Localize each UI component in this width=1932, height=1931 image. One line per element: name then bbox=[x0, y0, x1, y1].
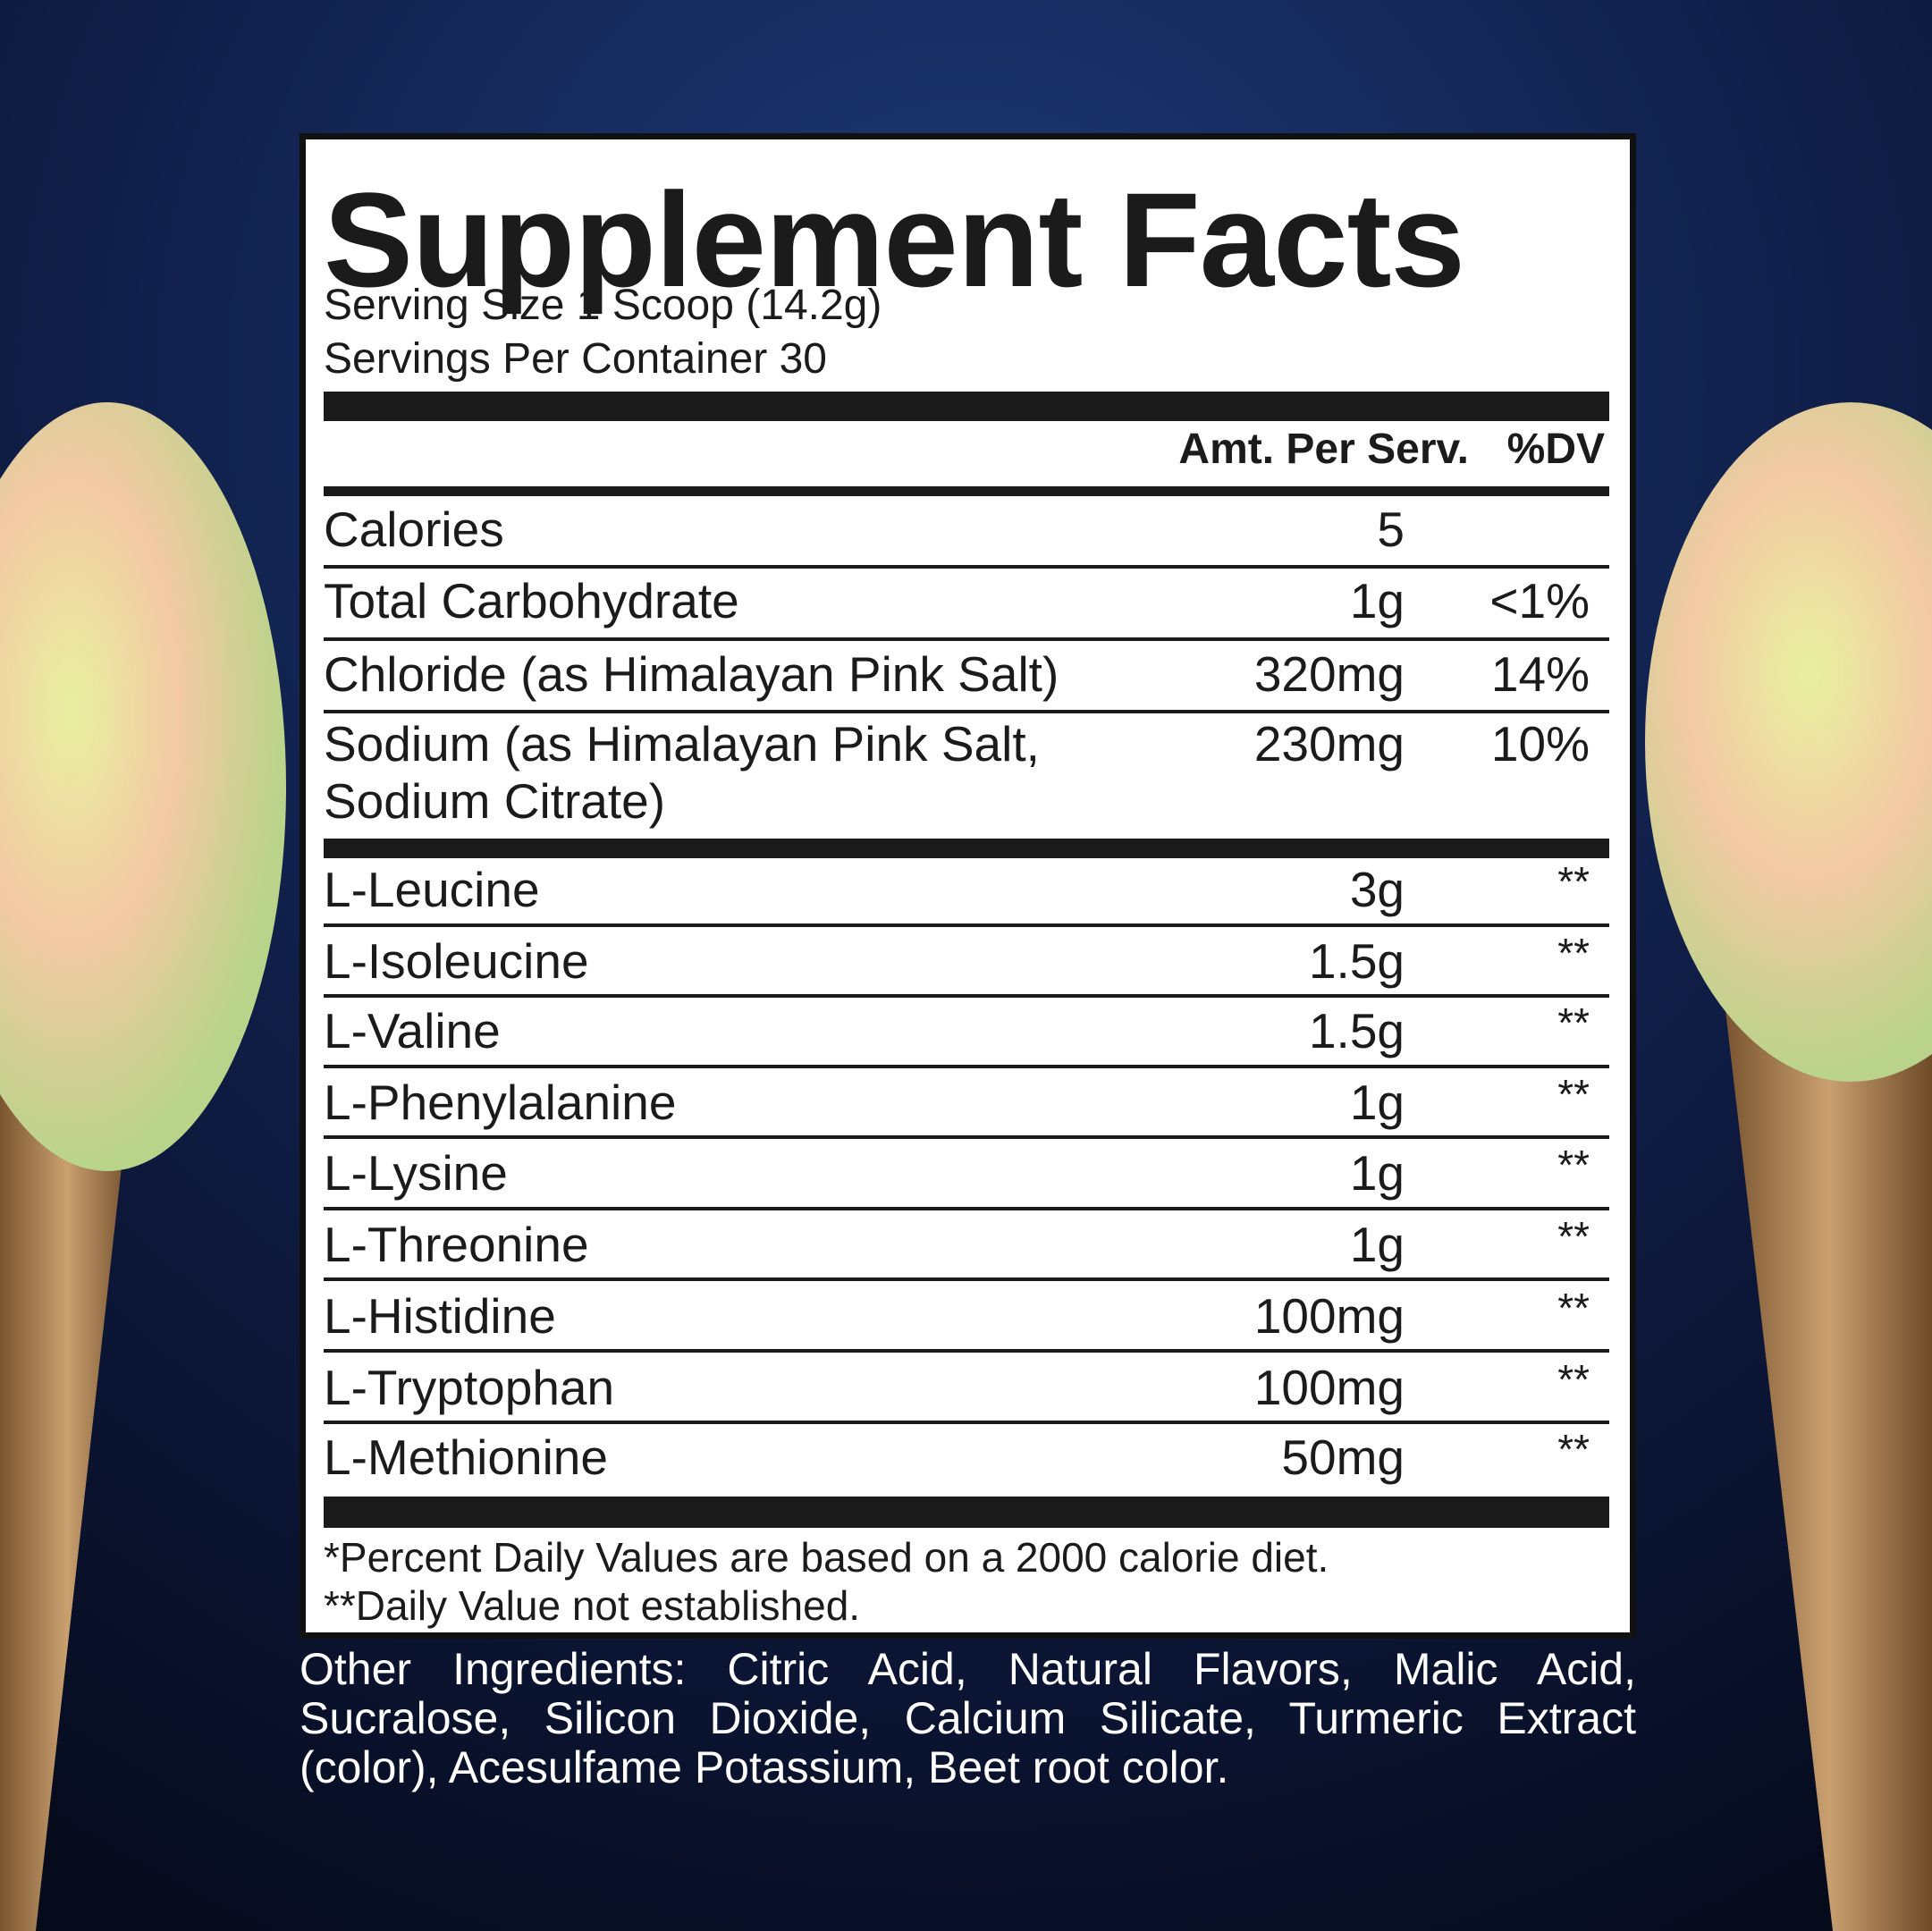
row-name: L-Histidine bbox=[324, 1288, 556, 1344]
row-name: Sodium (as Himalayan Pink Salt, bbox=[324, 716, 1040, 772]
row-amount: 1.5g bbox=[1308, 933, 1405, 989]
rule bbox=[324, 994, 1609, 998]
row-name: L-Phenylalanine bbox=[324, 1075, 677, 1130]
row-dv: ** bbox=[1557, 1213, 1590, 1261]
row-name: L-Tryptophan bbox=[324, 1360, 615, 1415]
row-amount: 1.5g bbox=[1308, 1003, 1405, 1058]
footnote: **Daily Value not established. bbox=[324, 1582, 861, 1630]
row-dv: ** bbox=[1557, 930, 1590, 977]
row-amount: 1g bbox=[1349, 1075, 1405, 1130]
other-ingredients: Other Ingredients: Citric Acid, Natural … bbox=[300, 1644, 1636, 1792]
rule bbox=[324, 1421, 1609, 1424]
row-dv: ** bbox=[1557, 999, 1590, 1047]
rule bbox=[324, 392, 1609, 421]
row-dv: 14% bbox=[1490, 646, 1590, 702]
servings-per-container: Servings Per Container 30 bbox=[324, 335, 827, 384]
rule bbox=[324, 1349, 1609, 1353]
rule bbox=[324, 565, 1609, 569]
row-dv: ** bbox=[1557, 1356, 1590, 1404]
row-name: Sodium Citrate) bbox=[324, 773, 666, 829]
row-amount: 100mg bbox=[1253, 1288, 1405, 1344]
row-amount: 3g bbox=[1349, 862, 1405, 917]
rule bbox=[324, 1277, 1609, 1281]
rule bbox=[324, 923, 1609, 927]
row-amount: 100mg bbox=[1253, 1360, 1405, 1415]
row-dv: ** bbox=[1557, 858, 1590, 906]
row-name: L-Leucine bbox=[324, 862, 540, 917]
row-dv: ** bbox=[1557, 1071, 1590, 1118]
rule bbox=[324, 1207, 1609, 1210]
rule bbox=[324, 710, 1609, 713]
rule bbox=[324, 1065, 1609, 1068]
row-amount: 1g bbox=[1349, 1217, 1405, 1272]
row-name: L-Valine bbox=[324, 1003, 501, 1058]
row-amount: 1g bbox=[1349, 1145, 1405, 1201]
row-name: L-Lysine bbox=[324, 1145, 508, 1201]
row-name: L-Methionine bbox=[324, 1429, 608, 1485]
serving-size: Serving Size 1 Scoop (14.2g) bbox=[324, 282, 882, 330]
row-name: Total Carbohydrate bbox=[324, 573, 739, 628]
rule bbox=[324, 637, 1609, 641]
row-dv: ** bbox=[1557, 1426, 1590, 1473]
facts-panel: Supplement Facts Serving Size 1 Scoop (14… bbox=[300, 133, 1636, 1639]
row-name: Chloride (as Himalayan Pink Salt) bbox=[324, 646, 1059, 702]
row-name: L-Threonine bbox=[324, 1217, 589, 1272]
row-dv: ** bbox=[1557, 1285, 1590, 1332]
rule bbox=[324, 1135, 1609, 1139]
title: Supplement Facts bbox=[324, 164, 1465, 315]
footnote: *Percent Daily Values are based on a 200… bbox=[324, 1534, 1329, 1581]
row-dv: 10% bbox=[1490, 716, 1590, 772]
row-name: Calories bbox=[324, 502, 504, 557]
rule bbox=[324, 486, 1609, 496]
row-amount: 320mg bbox=[1253, 646, 1405, 702]
row-dv: ** bbox=[1557, 1142, 1590, 1189]
row-amount: 50mg bbox=[1281, 1429, 1405, 1485]
row-amount: 230mg bbox=[1253, 716, 1405, 772]
amount-header: Amt. Per Serv. bbox=[1178, 426, 1469, 474]
row-amount: 1g bbox=[1349, 573, 1405, 628]
rule bbox=[324, 1497, 1609, 1528]
row-name: L-Isoleucine bbox=[324, 933, 589, 989]
rule bbox=[324, 839, 1609, 858]
dv-header: %DV bbox=[1506, 426, 1605, 474]
row-amount: 5 bbox=[1377, 502, 1405, 557]
row-dv: <1% bbox=[1489, 573, 1590, 628]
